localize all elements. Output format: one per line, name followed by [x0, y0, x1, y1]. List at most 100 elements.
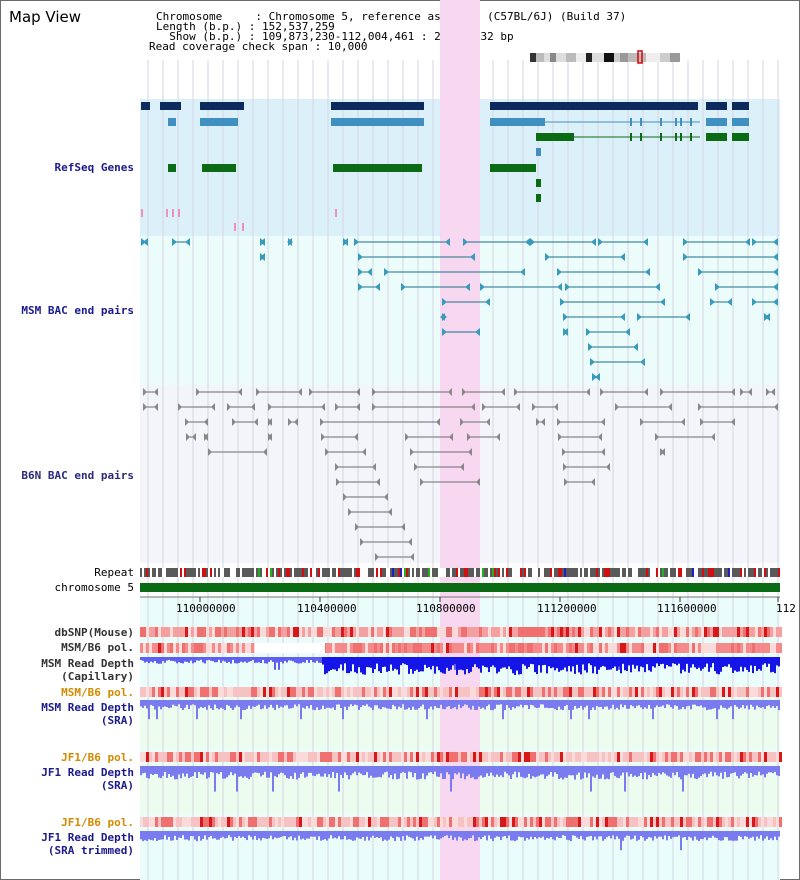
repeat-segment: [414, 568, 416, 577]
b6n-end-marker: [771, 388, 775, 396]
jf1-pol-cell: [686, 752, 689, 762]
jf1-tr-depth-bar: [622, 831, 624, 841]
repeat-segment: [492, 568, 494, 577]
repeat-segment: [246, 568, 248, 577]
repeat-segment: [340, 568, 342, 577]
msm-cap-depth-bar: [304, 657, 306, 663]
jf1-pol2-cell: [368, 817, 371, 827]
msm-sra-depth-bar: [516, 700, 518, 707]
jf1-pol2-cell: [269, 817, 272, 827]
msm-pol2-cell: [263, 687, 266, 697]
msm-pol2-cell: [320, 687, 323, 697]
jf1-tr-depth-bar: [686, 831, 688, 841]
msm-cap-depth-bar: [480, 657, 482, 673]
msm-sra-depth-bar: [260, 700, 262, 710]
jf1-sra-depth-bar: [696, 766, 698, 780]
jf1-tr-depth-bar: [468, 831, 470, 839]
dbsnp-cell: [593, 627, 596, 637]
jf1-tr-depth-bar: [294, 831, 296, 838]
b6n-end-marker: [335, 463, 339, 471]
msm-cap-depth-bar: [344, 657, 346, 664]
msm-pol2-cell: [518, 687, 521, 697]
jf1-sra-depth-bar: [536, 766, 538, 777]
jf1-depth-tr-label: JF1 Read Depth: [41, 831, 134, 844]
dbsnp-cell: [290, 627, 293, 637]
msm-pol2-cell: [566, 687, 569, 697]
dbsnp-cell: [227, 627, 230, 637]
dbsnp-cell: [590, 627, 593, 637]
msm-cap-depth-bar: [562, 657, 564, 670]
repeat-segment: [460, 568, 462, 577]
dbsnp-cell: [431, 627, 434, 637]
dbsnp-cell: [686, 627, 689, 637]
highlight-region: [440, 0, 480, 880]
repeat-segment: [406, 568, 408, 577]
msm-pol2-cell: [299, 687, 302, 697]
jf1-sra-depth-bar: [590, 766, 592, 792]
msm-pol2-cell: [491, 687, 494, 697]
jf1-sra-depth-bar: [726, 766, 728, 778]
msm-cap-depth-bar: [580, 657, 582, 675]
dbsnp-cell: [707, 627, 710, 637]
msm-sra-depth-bar: [716, 700, 718, 720]
msm-pol-cell: [209, 643, 212, 653]
msm-sra-depth-bar: [654, 700, 656, 708]
jf1-sra-depth-bar: [368, 766, 370, 778]
jf1-pol2-cell: [668, 817, 671, 827]
msm-cap-depth-bar: [664, 657, 666, 669]
jf1-sra-depth-bar: [216, 766, 218, 774]
dbsnp-cell: [728, 627, 731, 637]
jf1-sra-depth-bar: [408, 766, 410, 772]
msm-sra-depth-bar: [474, 700, 476, 710]
msm-sra-depth-bar: [620, 700, 622, 705]
dbsnp-cell: [395, 627, 398, 637]
msm-cap-depth-bar: [350, 657, 352, 672]
dbsnp-cell: [668, 627, 671, 637]
exon-mark: [680, 118, 682, 126]
msm-cap-depth-bar: [414, 657, 416, 671]
msm-cap-depth-bar: [730, 657, 732, 668]
jf1-sra-depth-bar: [568, 766, 570, 776]
ideogram-band: [592, 53, 604, 62]
pseudo-gene-mark: [141, 209, 143, 217]
jf1-tr-depth-bar: [200, 831, 202, 841]
dbsnp-cell: [419, 627, 422, 637]
msm-sra-depth-bar: [578, 700, 580, 708]
jf1-sra-depth-bar: [228, 766, 230, 776]
dbsnp-cell: [761, 627, 764, 637]
jf1-sra-depth-bar: [634, 766, 636, 776]
repeat-segment: [438, 568, 440, 577]
jf1-pol-cell: [554, 752, 557, 762]
jf1-pol-cell: [593, 752, 596, 762]
msm-sra-depth-bar: [318, 700, 320, 711]
dbsnp-cell: [383, 627, 386, 637]
msm-cap-depth-bar: [684, 657, 686, 672]
msm-pol-cell: [203, 643, 206, 653]
dbsnp-cell: [647, 627, 650, 637]
msm-pol-cell: [167, 643, 170, 653]
msm-sra-depth-bar: [660, 700, 662, 707]
msm-pol-cell: [605, 643, 608, 653]
jf1-sra-depth-bar: [390, 766, 392, 775]
dbsnp-cell: [356, 627, 359, 637]
jf1-pol2-cell: [218, 817, 221, 827]
jf1-pol-cell: [665, 752, 668, 762]
msm-pol2-cell: [188, 687, 191, 697]
jf1-sra-depth-bar: [452, 766, 454, 780]
msm-sra-depth-bar: [618, 700, 620, 710]
jf1-tr-depth-bar: [634, 831, 636, 836]
jf1-sra-depth-bar: [616, 766, 618, 778]
msm-pol-cell: [197, 643, 200, 653]
jf1-pol2-cell: [677, 817, 680, 827]
msm-sra-depth-bar: [388, 700, 390, 709]
jf1-tr-depth-bar: [564, 831, 566, 836]
msm-cap-depth-bar: [244, 657, 246, 662]
jf1-sra-depth-bar: [736, 766, 738, 776]
jf1-pol2-cell: [194, 817, 197, 827]
msm-pol-cell: [692, 643, 695, 653]
dbsnp-cell: [410, 627, 413, 637]
jf1-pol2-cell: [698, 817, 701, 827]
jf1-sra-depth-bar: [170, 766, 172, 777]
jf1-sra-depth-bar: [672, 766, 674, 773]
